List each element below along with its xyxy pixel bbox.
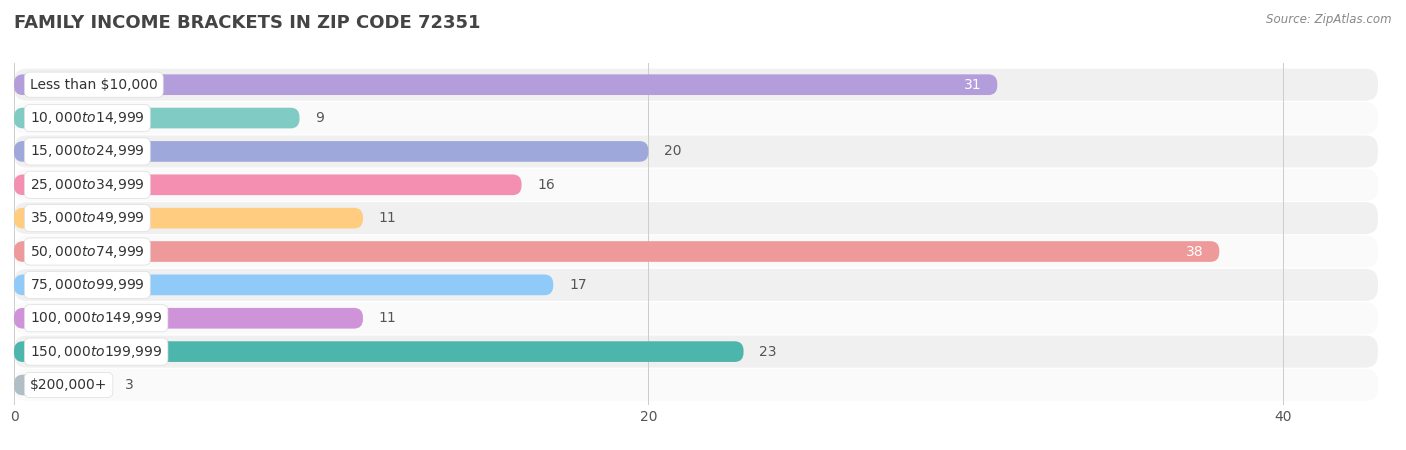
Text: 11: 11 [378, 311, 396, 325]
FancyBboxPatch shape [14, 69, 1378, 101]
FancyBboxPatch shape [14, 274, 553, 295]
FancyBboxPatch shape [14, 241, 1219, 262]
FancyBboxPatch shape [14, 202, 1378, 234]
FancyBboxPatch shape [14, 235, 1378, 268]
Text: $200,000+: $200,000+ [30, 378, 107, 392]
Text: $100,000 to $149,999: $100,000 to $149,999 [30, 310, 162, 326]
Text: 3: 3 [125, 378, 134, 392]
FancyBboxPatch shape [14, 375, 110, 395]
Text: 23: 23 [759, 345, 778, 359]
FancyBboxPatch shape [14, 108, 299, 128]
FancyBboxPatch shape [14, 175, 522, 195]
Text: 9: 9 [315, 111, 325, 125]
FancyBboxPatch shape [14, 208, 363, 229]
Text: $15,000 to $24,999: $15,000 to $24,999 [30, 144, 145, 159]
Text: $150,000 to $199,999: $150,000 to $199,999 [30, 344, 162, 360]
Text: 17: 17 [569, 278, 586, 292]
Text: 31: 31 [963, 78, 981, 92]
FancyBboxPatch shape [14, 341, 744, 362]
FancyBboxPatch shape [14, 269, 1378, 301]
Text: Less than $10,000: Less than $10,000 [30, 78, 157, 92]
Text: $75,000 to $99,999: $75,000 to $99,999 [30, 277, 145, 293]
FancyBboxPatch shape [14, 135, 1378, 167]
Text: $50,000 to $74,999: $50,000 to $74,999 [30, 243, 145, 260]
Text: $10,000 to $14,999: $10,000 to $14,999 [30, 110, 145, 126]
Text: $35,000 to $49,999: $35,000 to $49,999 [30, 210, 145, 226]
FancyBboxPatch shape [14, 169, 1378, 201]
FancyBboxPatch shape [14, 141, 648, 162]
Text: 38: 38 [1185, 244, 1204, 258]
Text: 11: 11 [378, 211, 396, 225]
FancyBboxPatch shape [14, 302, 1378, 334]
FancyBboxPatch shape [14, 74, 997, 95]
Text: FAMILY INCOME BRACKETS IN ZIP CODE 72351: FAMILY INCOME BRACKETS IN ZIP CODE 72351 [14, 14, 481, 32]
FancyBboxPatch shape [14, 308, 363, 328]
FancyBboxPatch shape [14, 336, 1378, 368]
Text: $25,000 to $34,999: $25,000 to $34,999 [30, 177, 145, 193]
Text: 16: 16 [537, 178, 555, 192]
Text: 20: 20 [664, 144, 682, 158]
FancyBboxPatch shape [14, 102, 1378, 134]
Text: Source: ZipAtlas.com: Source: ZipAtlas.com [1267, 14, 1392, 27]
FancyBboxPatch shape [14, 369, 1378, 401]
